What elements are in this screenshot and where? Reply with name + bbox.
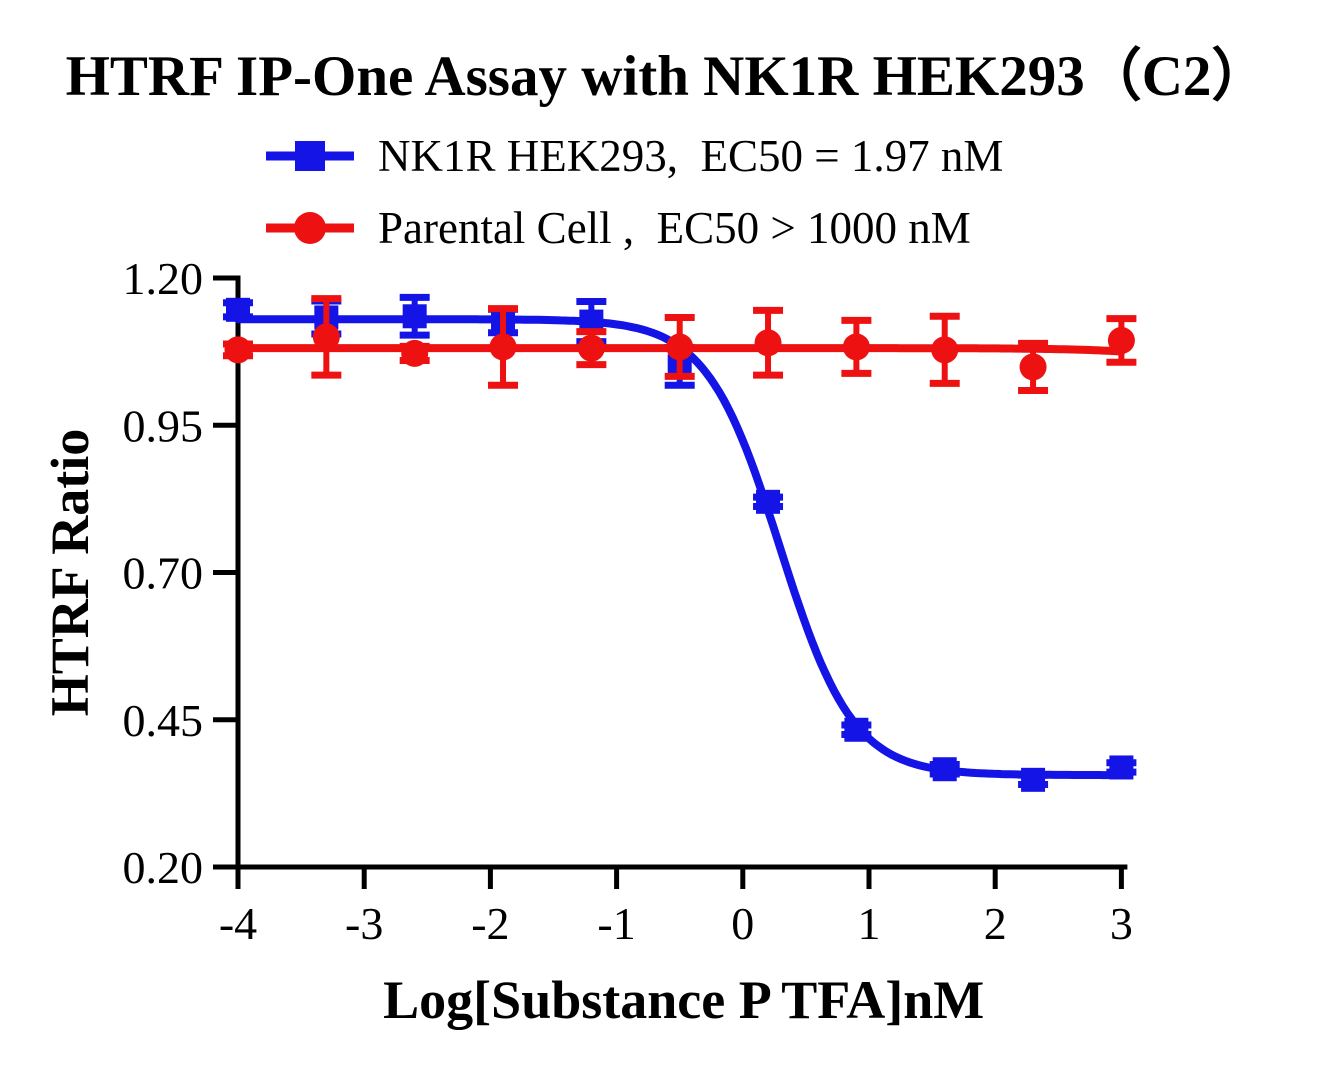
chart-title: HTRF IP-One Assay with NK1R HEK293（C2） [65,45,1269,108]
data-point-square [226,297,250,322]
legend-square-on-line-icon [266,141,354,171]
data-point-circle [842,333,870,361]
data-point-circle [489,333,517,361]
x-tick-label: 0 [731,898,754,949]
x-tick-label: -4 [219,898,257,949]
legend-item-parental: Parental Cell , EC50 > 1000 nM [266,192,1003,264]
legend-item-nk1r: NK1R HEK293, EC50 = 1.97 nM [266,120,1003,192]
data-point-circle [1107,326,1135,354]
data-point-square [1109,755,1134,780]
data-point-square [932,757,957,782]
x-tick-label: -1 [597,898,635,949]
data-point-circle [401,339,429,367]
legend-circle-on-line-icon [266,212,354,244]
data-point-circle [666,333,694,361]
x-tick-label: -2 [471,898,509,949]
data-point-circle [312,323,340,351]
legend-label-nk1r: NK1R HEK293, EC50 = 1.97 nM [378,130,1004,181]
x-tick-label: -3 [345,898,383,949]
data-point-circle [577,334,605,362]
y-tick-label: 0.20 [123,842,204,893]
y-tick-label: 0.95 [123,400,204,451]
x-tick-label: 3 [1110,898,1133,949]
data-point-square [402,304,427,329]
legend-label-parental: Parental Cell , EC50 > 1000 nM [378,202,971,253]
data-point-circle [1019,353,1047,381]
data-point-circle [754,329,782,357]
y-tick-label: 0.45 [123,695,204,746]
y-tick-label: 1.20 [123,253,204,304]
legend: NK1R HEK293, EC50 = 1.97 nM Parental Cel… [266,120,1003,264]
y-tick-label: 0.70 [123,548,204,599]
x-axis-title: Log[Substance P TFA]nM [383,970,984,1030]
data-point-circle [224,336,252,364]
data-point-square [756,489,781,514]
y-axis-title: HTRF Ratio [40,429,100,716]
x-tick-label: 1 [858,898,881,949]
x-tick-label: 2 [984,898,1007,949]
data-point-circle [931,336,959,364]
data-point-square [844,717,869,742]
data-point-square [1021,767,1046,792]
